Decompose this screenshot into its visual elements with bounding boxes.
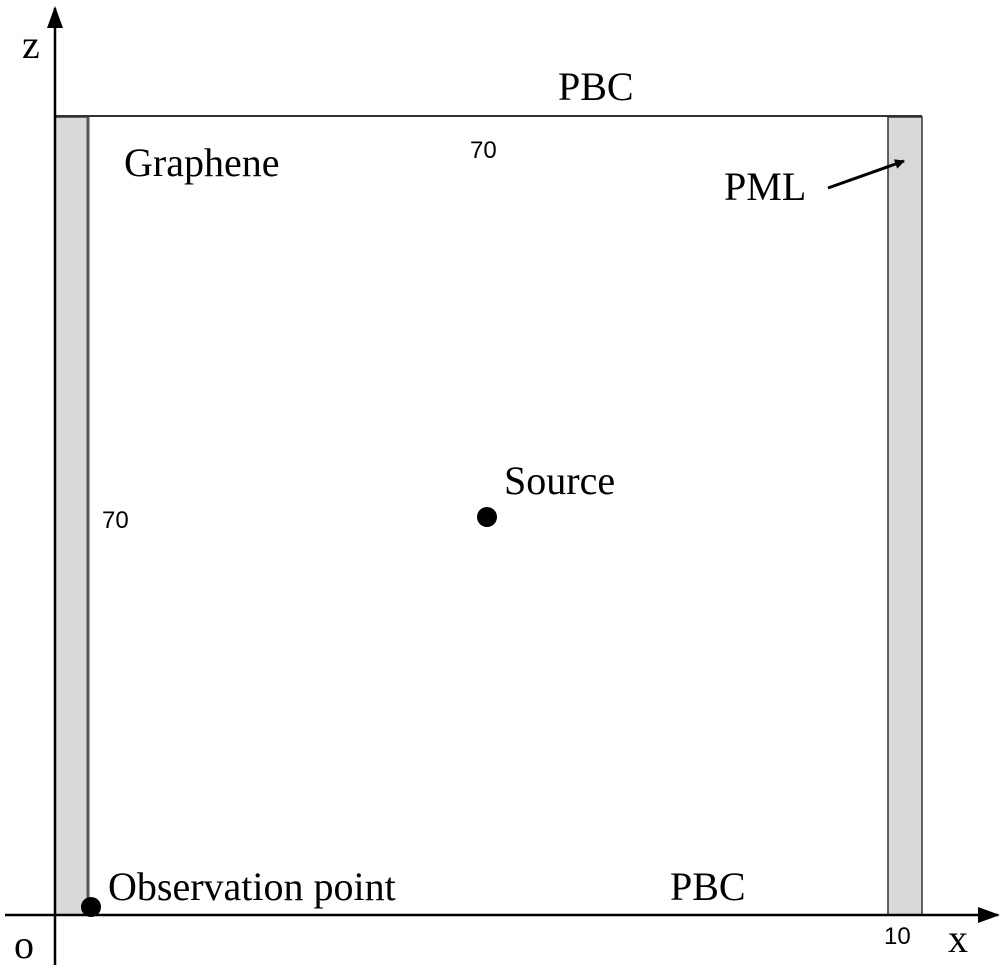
width-dimension: 70 — [470, 137, 497, 164]
graphene-label: Graphene — [124, 140, 279, 185]
pml-label: PML — [724, 164, 806, 209]
origin-label: o — [14, 922, 34, 967]
z-label: z — [22, 22, 40, 67]
pbc-top: PBC — [558, 64, 634, 109]
x-label: x — [948, 916, 968, 961]
pbc-bottom: PBC — [670, 864, 746, 909]
height-dimension: 70 — [102, 507, 129, 534]
pml-right — [887, 116, 923, 916]
pml-arrow — [827, 159, 905, 190]
observation-point — [81, 897, 101, 917]
pml-width-dimension: 10 — [884, 923, 911, 950]
observation-label: Observation point — [108, 864, 396, 909]
source-label: Source — [504, 458, 615, 503]
source-point — [477, 507, 497, 527]
pml-left — [54, 116, 89, 916]
